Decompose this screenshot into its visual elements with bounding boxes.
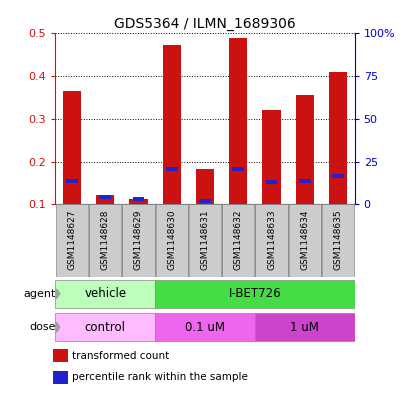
Bar (196, 169, 213, 204)
Bar (254, 313, 354, 341)
Bar (288, 204, 320, 277)
Bar (229, 38, 247, 204)
Bar (96, 195, 114, 204)
Bar (199, 199, 210, 203)
Bar (265, 180, 277, 184)
Bar (321, 204, 353, 277)
Bar (328, 72, 346, 204)
Bar (155, 204, 187, 277)
Text: GSM1148627: GSM1148627 (67, 209, 76, 270)
Text: dose: dose (29, 322, 56, 332)
Bar (132, 197, 144, 201)
Bar (155, 313, 254, 341)
Bar (122, 204, 154, 277)
Title: GDS5364 / ILMN_1689306: GDS5364 / ILMN_1689306 (114, 17, 295, 31)
Bar (165, 167, 177, 171)
Bar (53, 371, 67, 384)
Polygon shape (56, 322, 60, 332)
Bar (55, 280, 155, 308)
Text: control: control (85, 321, 126, 334)
Bar (162, 45, 180, 204)
Bar (255, 204, 287, 277)
Bar (53, 349, 67, 362)
Bar (63, 91, 81, 204)
Text: GSM1148630: GSM1148630 (167, 209, 176, 270)
Bar (129, 199, 147, 204)
Bar (298, 179, 310, 183)
Bar (331, 174, 343, 178)
Bar (55, 313, 155, 341)
Bar (295, 95, 313, 204)
Text: agent: agent (24, 289, 56, 299)
Bar (262, 110, 280, 204)
Text: GSM1148631: GSM1148631 (200, 209, 209, 270)
Text: transformed count: transformed count (72, 351, 169, 361)
Text: GSM1148629: GSM1148629 (134, 209, 143, 270)
Text: GSM1148632: GSM1148632 (233, 209, 242, 270)
Text: GSM1148635: GSM1148635 (333, 209, 342, 270)
Bar (99, 195, 111, 198)
Bar (89, 204, 121, 277)
Text: percentile rank within the sample: percentile rank within the sample (72, 372, 247, 382)
Text: I-BET726: I-BET726 (228, 287, 281, 300)
Text: GSM1148634: GSM1148634 (299, 209, 308, 270)
Text: GSM1148628: GSM1148628 (101, 209, 110, 270)
Polygon shape (56, 289, 60, 299)
Bar (189, 204, 220, 277)
Text: vehicle: vehicle (84, 287, 126, 300)
Bar (66, 179, 78, 183)
Bar (232, 167, 244, 171)
Text: 1 uM: 1 uM (290, 321, 319, 334)
Text: 0.1 uM: 0.1 uM (184, 321, 225, 334)
Bar (222, 204, 254, 277)
Text: GSM1148633: GSM1148633 (266, 209, 275, 270)
Bar (56, 204, 88, 277)
Bar (155, 280, 354, 308)
